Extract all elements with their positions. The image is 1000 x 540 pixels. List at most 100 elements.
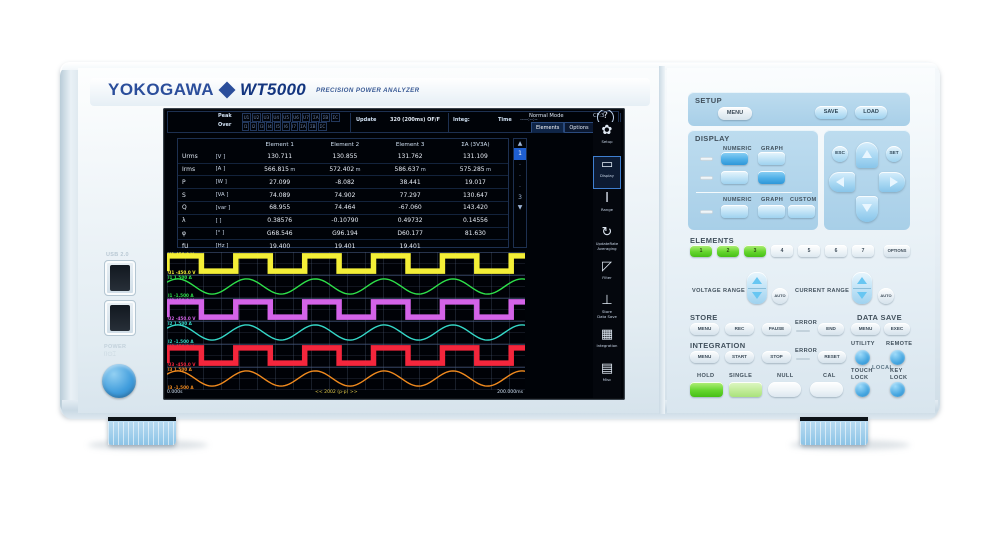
scroll-up-icon[interactable]: ▲ <box>518 139 523 148</box>
page-indicator-3[interactable]: 3 <box>518 193 522 203</box>
range-icon[interactable]: IRange <box>593 190 621 223</box>
row-unit: [W ] <box>216 176 248 189</box>
cal-button[interactable] <box>810 382 843 397</box>
integration-start-button[interactable]: START <box>725 351 754 363</box>
display-custom-button[interactable] <box>788 205 815 218</box>
datasave-menu-button[interactable]: MENU <box>851 323 880 335</box>
row-unit: [Hz ] <box>216 240 248 253</box>
elements-tab[interactable]: Elements <box>531 122 564 133</box>
peak-chip: U3 <box>262 113 271 122</box>
chevron-left-icon <box>836 177 844 187</box>
averaging-icon[interactable]: ↻UpdateRate Averaging <box>593 224 621 257</box>
touch-lock-button[interactable] <box>855 382 870 397</box>
integration-icon[interactable]: ▦Integration <box>593 326 621 359</box>
save-button[interactable]: SAVE <box>815 106 847 119</box>
table-cell: 131.109 <box>443 151 508 163</box>
usb-port-2[interactable] <box>104 300 136 336</box>
table-cell: 77.297 <box>378 189 443 202</box>
display-icon[interactable]: ▭Display <box>593 156 621 189</box>
store-error-indicator <box>796 330 810 332</box>
setup-icon[interactable]: ✿Setup <box>593 122 621 155</box>
waveform-area[interactable]: U1 450.0 VU1 -450.0 VI1 1.500 AI1 -1.500… <box>167 252 525 390</box>
store-menu-button[interactable]: MENU <box>690 323 719 335</box>
over-label: Over <box>218 122 231 128</box>
usb-port-1[interactable] <box>104 260 136 296</box>
store-pause-button[interactable]: PAUSE <box>762 323 791 335</box>
integration-menu-button[interactable]: MENU <box>690 351 719 363</box>
element-button-1[interactable]: 1 <box>690 245 712 257</box>
element-button-4[interactable]: 4 <box>771 245 793 257</box>
element-button-6[interactable]: 6 <box>825 245 847 257</box>
table-cell: D60.177 <box>378 227 443 240</box>
table-cell: 130.711 <box>247 151 312 163</box>
single-label: SINGLE <box>729 373 752 379</box>
elements-tabs[interactable]: ElementsOptions <box>531 122 594 133</box>
elements-tab[interactable]: Options <box>564 122 593 133</box>
misc-icon[interactable]: ▤Misc <box>593 360 621 393</box>
setup-menu-button[interactable]: MENU <box>718 107 752 120</box>
trace-scale-top: U1 450.0 V <box>168 252 194 257</box>
elements-options-button[interactable]: OPTIONS <box>884 245 910 257</box>
page-dot[interactable]: · <box>519 160 521 171</box>
table-cell: 575.285m <box>443 163 508 176</box>
key-lock-label: KEY LOCK <box>890 368 907 381</box>
set-button[interactable]: SET <box>886 146 902 162</box>
store-rec-button[interactable]: REC <box>725 323 754 335</box>
element-button-2[interactable]: 2 <box>717 245 739 257</box>
display-graph-button-3[interactable] <box>758 205 785 218</box>
page-dot[interactable]: · <box>519 171 521 182</box>
load-button[interactable]: LOAD <box>855 106 887 119</box>
store-icon[interactable]: ⊥Store Data Save <box>593 292 621 325</box>
page-scroll-rail[interactable]: ▲ 1 · · · 3 ▼ <box>513 138 527 248</box>
element-button-7[interactable]: 7 <box>852 245 874 257</box>
trace-path <box>167 252 525 275</box>
time-start: 0.000s <box>167 390 183 395</box>
element-button-5[interactable]: 5 <box>798 245 820 257</box>
table-col-header: Element 2 <box>312 139 377 151</box>
scroll-down-icon[interactable]: ▼ <box>518 203 523 212</box>
store-end-button[interactable]: END <box>818 323 844 335</box>
row-symbol: λ <box>178 214 216 227</box>
icon-toolbar[interactable]: ✿Setup▭DisplayIRange↻UpdateRate Averagin… <box>593 122 621 398</box>
element-button-3[interactable]: 3 <box>744 245 766 257</box>
range-icon-label: Range <box>593 208 621 213</box>
display-numeric-button-3[interactable] <box>721 205 748 218</box>
page-indicator-1[interactable]: 1 <box>514 148 526 160</box>
utility-button[interactable] <box>855 350 870 365</box>
row-symbol: φ <box>178 227 216 240</box>
table-row: Urms[V ]130.711130.855131.762131.109 <box>178 151 508 163</box>
page-dot[interactable]: · <box>519 182 521 193</box>
integration-reset-button[interactable]: RESET <box>818 351 846 363</box>
display-graph-button-1[interactable] <box>758 152 785 165</box>
update-value: 320 (200ms) OF/F <box>390 117 440 123</box>
trace-scale-top: I3 1.500 A <box>168 367 192 372</box>
brand-name: YOKOGAWA <box>108 80 214 100</box>
null-button[interactable] <box>768 382 801 397</box>
table-cell: -67.060 <box>378 201 443 214</box>
filter-icon-label: Filter <box>593 276 621 281</box>
hold-button[interactable] <box>690 382 723 397</box>
filter-icon[interactable]: ◸Filter <box>593 258 621 291</box>
elements-panel[interactable]: ΣA(3V3A)U1150VI1500mA100HzLFAdvSyncUFFOF… <box>527 136 589 398</box>
remote-button[interactable] <box>890 350 905 365</box>
current-down-icon <box>857 292 867 299</box>
integration-stop-button[interactable]: STOP <box>762 351 791 363</box>
voltage-auto-button[interactable]: AUTO <box>772 288 788 304</box>
esc-button[interactable]: ESC <box>832 146 848 162</box>
table-row: φ[° ]G68.546G96.194D60.17781.630 <box>178 227 508 240</box>
misc-icon-glyph: ▤ <box>593 360 621 378</box>
lcd-screen[interactable]: Peak Over U1U2U3U4U5U6U7ΣAΣBΣC I1I2I3I4I… <box>165 110 623 398</box>
over-chip: I3 <box>258 122 265 131</box>
key-lock-button[interactable] <box>890 382 905 397</box>
time-label: Time <box>498 117 512 123</box>
single-button[interactable] <box>729 382 762 397</box>
filter-icon-glyph: ◸ <box>593 258 621 276</box>
display-numeric-button-1[interactable] <box>721 152 748 165</box>
display-graph-button-2[interactable] <box>758 171 785 184</box>
power-button[interactable] <box>102 364 136 398</box>
averaging-icon-label: UpdateRate Averaging <box>593 242 621 251</box>
datasave-exec-button[interactable]: EXEC <box>884 323 910 335</box>
display-col-numeric-label-2: NUMERIC <box>723 197 752 203</box>
current-auto-button[interactable]: AUTO <box>878 288 894 304</box>
display-numeric-button-2[interactable] <box>721 171 748 184</box>
